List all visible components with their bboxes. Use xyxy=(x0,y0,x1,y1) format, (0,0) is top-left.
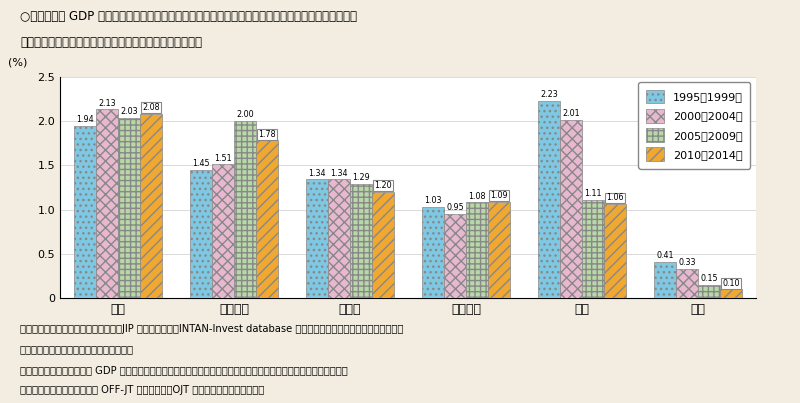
Text: 授が推計したデータをもとに作成: 授が推計したデータをもとに作成 xyxy=(20,345,134,355)
Bar xyxy=(488,202,510,298)
Bar xyxy=(654,262,676,298)
Text: 1.29: 1.29 xyxy=(352,173,370,182)
Text: 0.10: 0.10 xyxy=(722,278,740,288)
Bar xyxy=(212,164,234,298)
Bar xyxy=(328,179,350,298)
Text: 1.45: 1.45 xyxy=(192,159,210,168)
Text: ○　我が国の GDP に占める企業の能力開発費の割合は、米国・フランス・ドイツ・イタリア・英国と: ○ 我が国の GDP に占める企業の能力開発費の割合は、米国・フランス・ドイツ・… xyxy=(20,10,357,23)
Text: 0.95: 0.95 xyxy=(446,203,464,212)
Text: 1.78: 1.78 xyxy=(258,130,276,139)
Bar xyxy=(582,200,604,298)
Text: 1.09: 1.09 xyxy=(490,191,508,200)
Bar xyxy=(372,192,394,298)
Bar xyxy=(190,170,212,298)
Bar xyxy=(422,207,444,298)
Bar xyxy=(350,184,372,298)
Text: 1.20: 1.20 xyxy=(374,181,392,190)
Text: 外の研修費用等を示す OFF-JT の額を指し、OJT に要する費用は含まない。: 外の研修費用等を示す OFF-JT の額を指し、OJT に要する費用は含まない。 xyxy=(20,385,264,395)
Text: 1.51: 1.51 xyxy=(214,154,232,162)
Text: 1.08: 1.08 xyxy=(468,192,486,201)
Text: 0.41: 0.41 xyxy=(656,251,674,260)
Text: 1.11: 1.11 xyxy=(584,189,602,198)
Text: （注）　能力開発費が実質 GDP に占める割合の５箇年平均の推移を示している。なお、ここでは能力開発費は企業内: （注） 能力開発費が実質 GDP に占める割合の５箇年平均の推移を示している。な… xyxy=(20,365,348,375)
Text: 1.06: 1.06 xyxy=(606,193,624,202)
Legend: 1995～1999年, 2000～2004年, 2005～2009年, 2010～2014年: 1995～1999年, 2000～2004年, 2005～2009年, 2010… xyxy=(638,82,750,168)
Text: 2.23: 2.23 xyxy=(540,90,558,99)
Bar xyxy=(96,109,118,298)
Text: 2.00: 2.00 xyxy=(236,110,254,119)
Text: 0.33: 0.33 xyxy=(678,258,696,267)
Bar xyxy=(676,269,698,298)
Bar xyxy=(256,140,278,298)
Text: 比較して低い水準にあり、経年的にも低下している。: 比較して低い水準にあり、経年的にも低下している。 xyxy=(20,36,202,49)
Bar xyxy=(604,204,626,298)
Bar xyxy=(538,100,560,298)
Bar xyxy=(444,214,466,298)
Text: (%): (%) xyxy=(8,58,27,68)
Bar xyxy=(720,289,742,298)
Text: 2.08: 2.08 xyxy=(142,103,160,112)
Text: 1.03: 1.03 xyxy=(424,196,442,205)
Bar xyxy=(74,126,96,298)
Bar xyxy=(234,121,256,298)
Bar xyxy=(560,120,582,298)
Text: 1.34: 1.34 xyxy=(308,168,326,178)
Text: 2.13: 2.13 xyxy=(98,99,116,108)
Bar xyxy=(466,202,488,298)
Text: 0.15: 0.15 xyxy=(700,274,718,283)
Bar xyxy=(118,118,140,298)
Text: 2.03: 2.03 xyxy=(120,108,138,116)
Text: 1.34: 1.34 xyxy=(330,168,348,178)
Bar xyxy=(306,179,328,298)
Text: 資料出所　内閣府「国民経済計算」、JIP データベース、INTAN-Invest database を利用して学習院大学経済学部宮川務教: 資料出所 内閣府「国民経済計算」、JIP データベース、INTAN-Invest… xyxy=(20,324,403,334)
Bar xyxy=(698,285,720,298)
Bar xyxy=(140,114,162,298)
Text: 2.01: 2.01 xyxy=(562,109,580,118)
Text: 1.94: 1.94 xyxy=(76,115,94,125)
